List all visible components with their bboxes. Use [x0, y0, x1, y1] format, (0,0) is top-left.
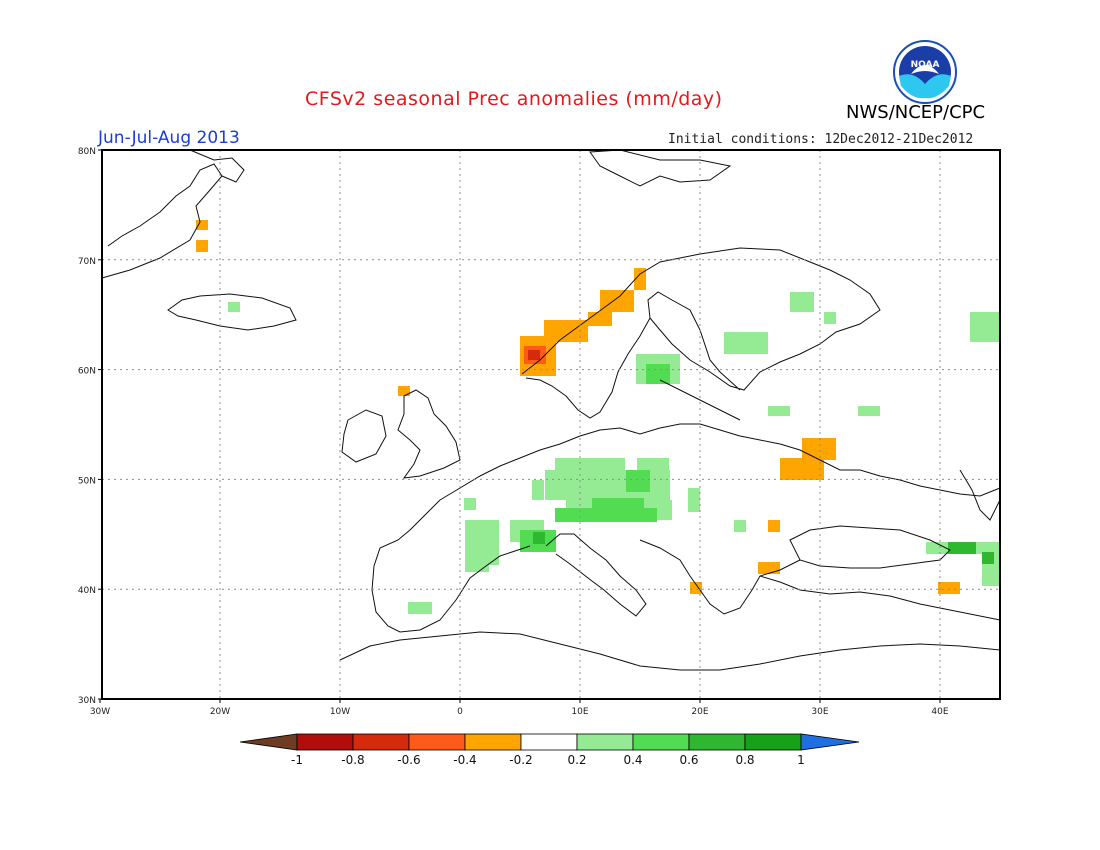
colorbar-label: -0.2	[509, 753, 532, 767]
colorbar-label: 0.2	[567, 753, 586, 767]
colorbar-label: -1	[291, 753, 303, 767]
longitude-label: 10W	[330, 707, 350, 717]
initial-conditions: Initial conditions: 12Dec2012-21Dec2012	[668, 132, 974, 147]
longitude-label: 20W	[210, 707, 230, 717]
colorbar-swatch	[296, 733, 354, 751]
colorbar-arrow-left	[239, 733, 298, 751]
colorbar-label: 0.8	[735, 753, 754, 767]
map-title: CFSv2 seasonal Prec anomalies (mm/day)	[305, 88, 723, 110]
map-gridlines	[102, 150, 1000, 699]
longitude-label: 0	[457, 707, 463, 717]
latitude-label: 50N	[78, 476, 96, 486]
coastlines	[101, 149, 1001, 671]
colorbar-swatch	[688, 733, 746, 751]
latitude-label: 60N	[78, 367, 96, 377]
latitude-labels: 80N 70N 60N 50N 40N 30N	[78, 147, 102, 706]
latitude-label: 80N	[78, 147, 96, 157]
colorbar-swatch	[632, 733, 690, 751]
colorbar-label: -0.6	[397, 753, 420, 767]
longitude-label: 30E	[811, 707, 828, 717]
colorbar-swatch	[464, 733, 522, 751]
colorbar-swatch	[408, 733, 466, 751]
colorbar-label: 0.4	[623, 753, 642, 767]
colorbar-swatch	[744, 733, 802, 751]
latitude-label: 40N	[78, 586, 96, 596]
colorbar: -1 -0.8 -0.6 -0.4 -0.2 0.2 0.4 0.6 0.8 1	[239, 733, 860, 767]
anomaly-cells	[196, 220, 1000, 614]
colorbar-swatch	[520, 733, 578, 751]
map-frame	[101, 149, 1001, 700]
longitude-label: 40E	[931, 707, 948, 717]
longitude-labels: 30W 20W 10W 0 10E 20E 30E 40E	[90, 699, 949, 717]
longitude-label: 30W	[90, 707, 110, 717]
longitude-label: 20E	[691, 707, 708, 717]
colorbar-label: -0.4	[453, 753, 476, 767]
organization-label: NWS/NCEP/CPC	[846, 102, 986, 123]
colorbar-arrow-right	[800, 733, 860, 751]
latitude-label: 70N	[78, 257, 96, 267]
svg-text:NOAA: NOAA	[911, 60, 940, 70]
colorbar-swatch	[352, 733, 410, 751]
colorbar-swatch	[576, 733, 634, 751]
noaa-logo-icon: NOAA	[893, 40, 957, 104]
forecast-period: Jun-Jul-Aug 2013	[98, 128, 240, 148]
longitude-label: 10E	[571, 707, 588, 717]
colorbar-label: 0.6	[679, 753, 698, 767]
colorbar-label: 1	[797, 753, 805, 767]
colorbar-label: -0.8	[341, 753, 364, 767]
latitude-label: 30N	[78, 696, 96, 706]
